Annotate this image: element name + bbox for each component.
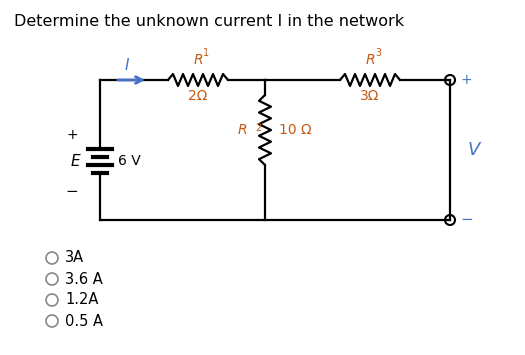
Text: 3: 3 <box>375 48 381 58</box>
Text: 3A: 3A <box>65 251 84 266</box>
Text: I: I <box>124 59 129 73</box>
Text: 1: 1 <box>203 48 209 58</box>
Text: 2Ω: 2Ω <box>188 89 208 103</box>
Text: 3.6 A: 3.6 A <box>65 272 103 286</box>
Text: E: E <box>70 153 80 169</box>
Text: R: R <box>193 53 203 67</box>
Text: 6 V: 6 V <box>118 154 141 168</box>
Text: +: + <box>460 73 471 87</box>
Text: 0.5 A: 0.5 A <box>65 313 103 328</box>
Text: R: R <box>365 53 375 67</box>
Text: V: V <box>468 141 480 159</box>
Text: −: − <box>460 213 472 228</box>
Text: 3Ω: 3Ω <box>360 89 380 103</box>
Text: Determine the unknown current I in the network: Determine the unknown current I in the n… <box>14 14 404 29</box>
Text: −: − <box>66 184 78 198</box>
Text: 1.2A: 1.2A <box>65 293 98 307</box>
Text: R: R <box>237 123 247 137</box>
Text: 2: 2 <box>255 123 261 133</box>
Text: 10 Ω: 10 Ω <box>279 123 312 137</box>
Text: +: + <box>66 128 78 142</box>
